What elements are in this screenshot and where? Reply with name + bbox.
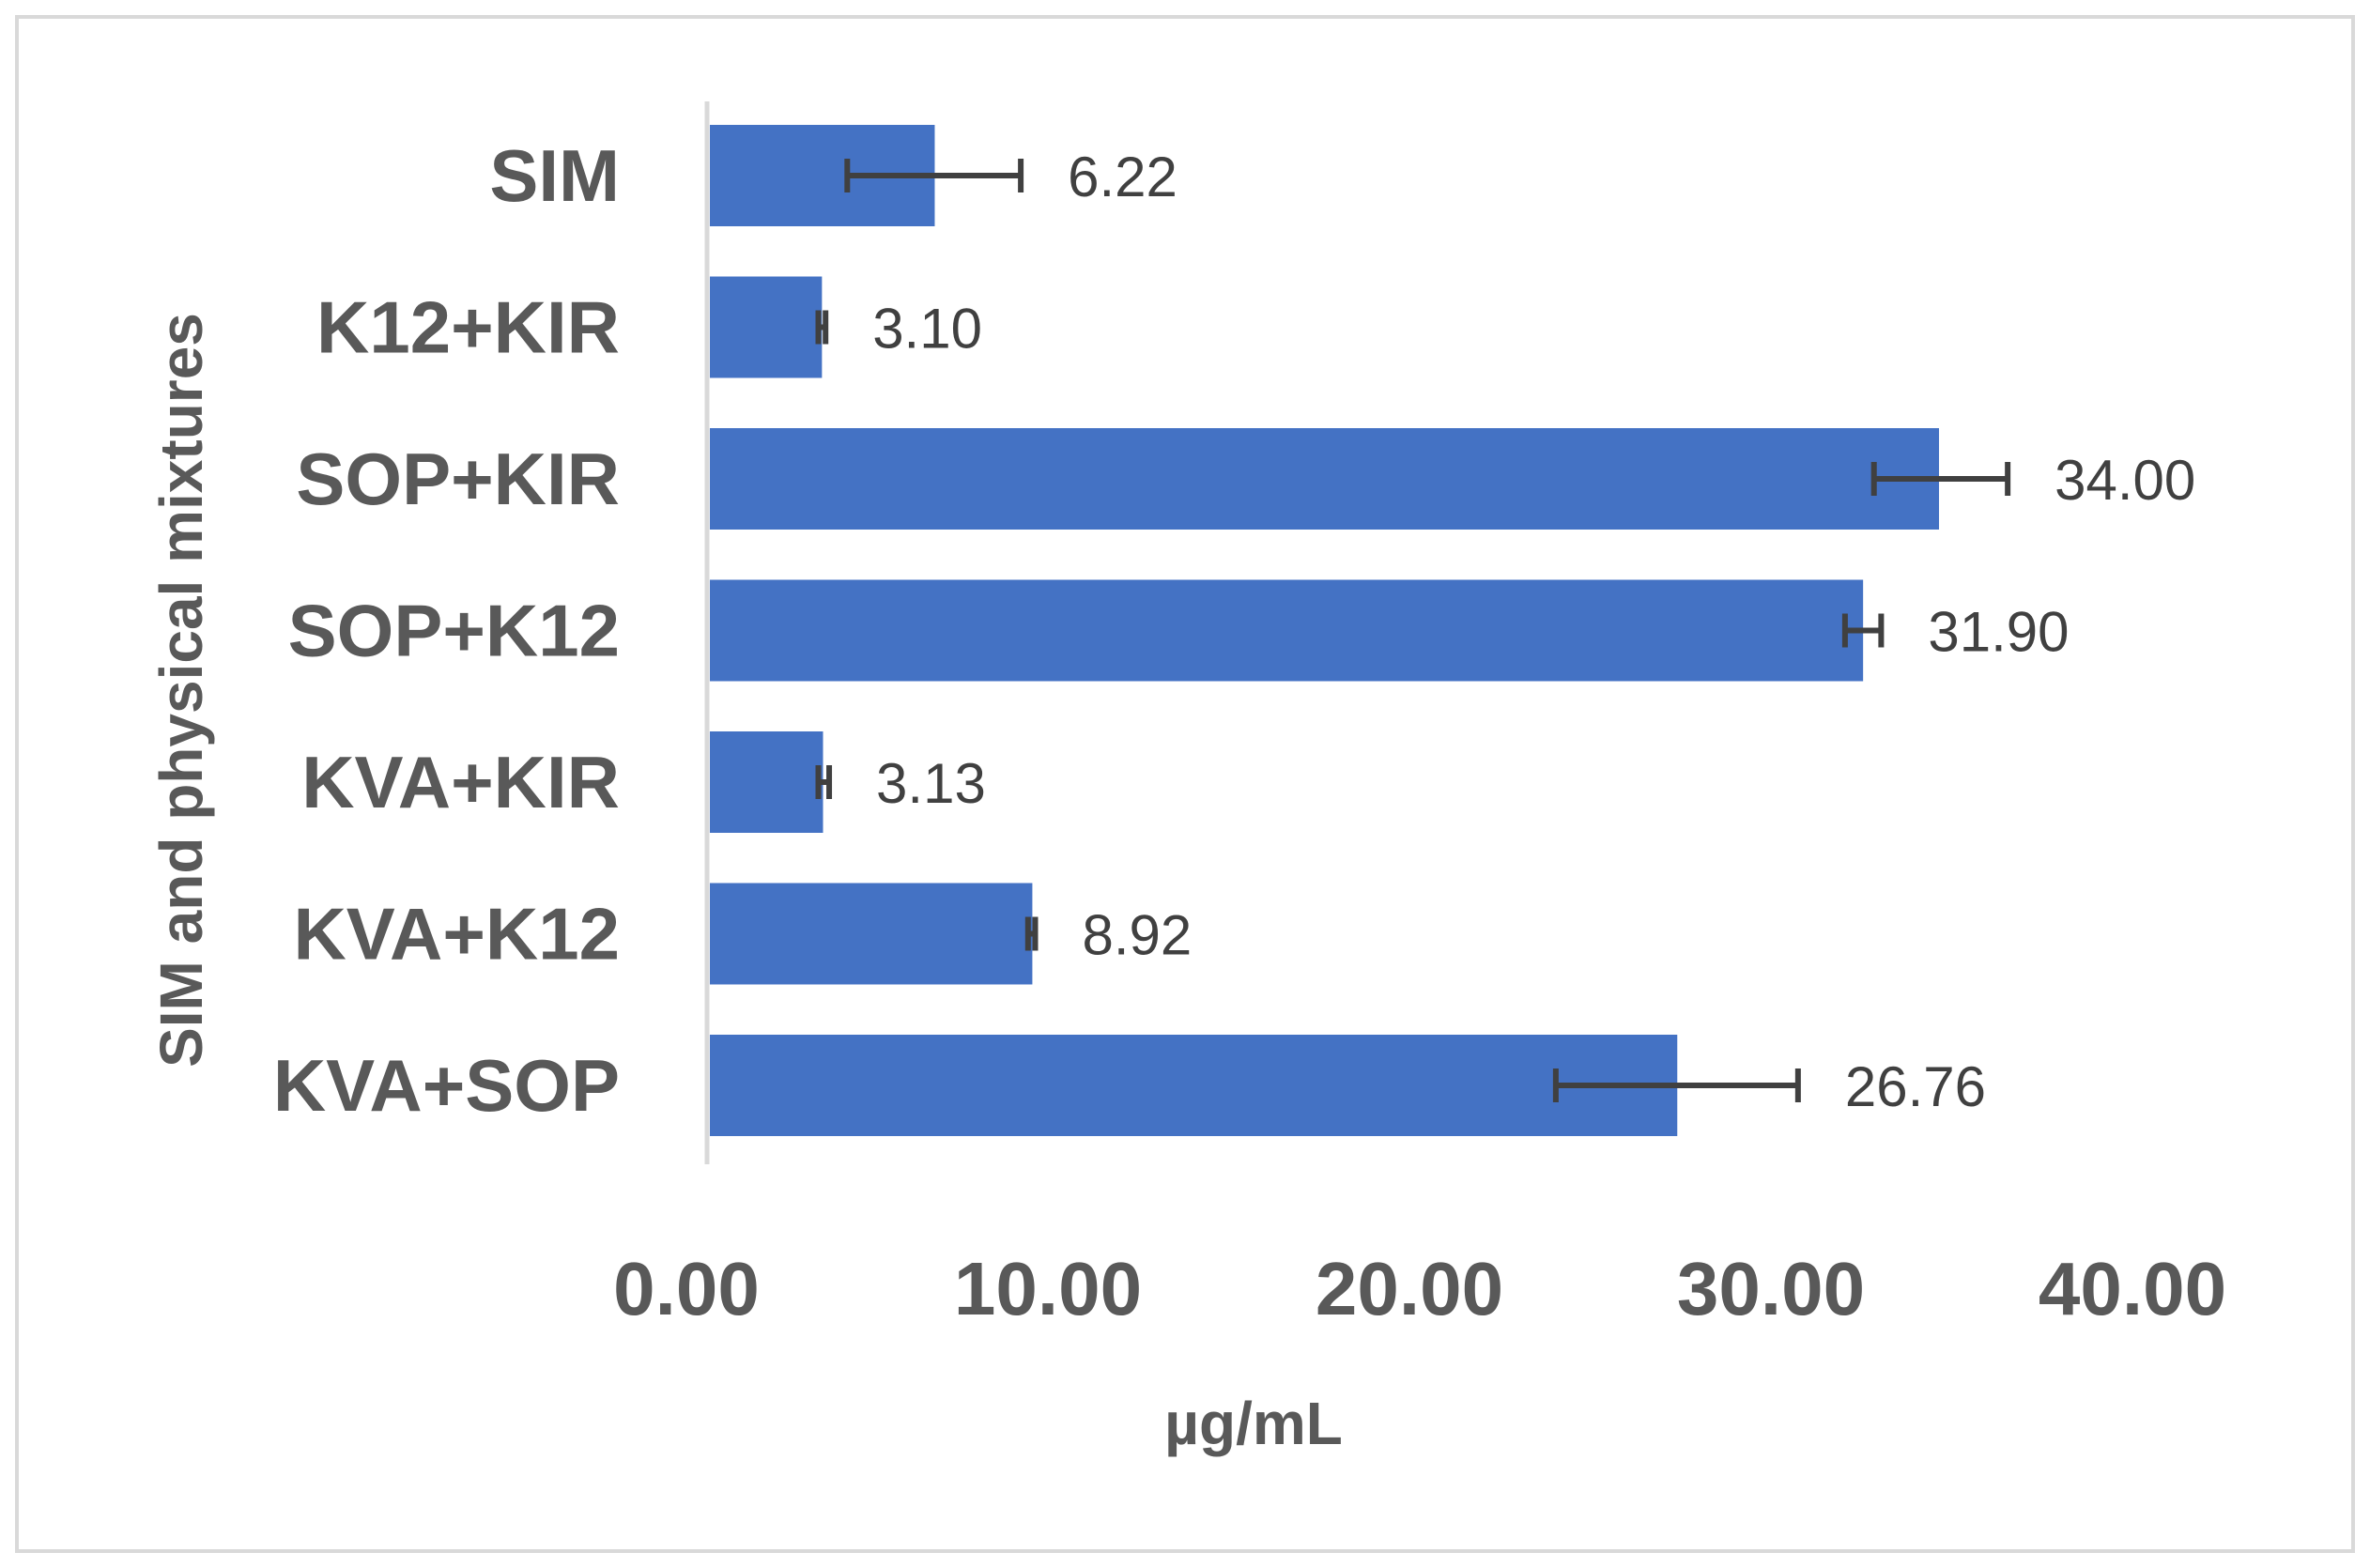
data-label: 6.22: [1068, 146, 1177, 208]
bar: [710, 276, 823, 378]
bar: [710, 883, 1033, 985]
error-bar: [1024, 916, 1039, 951]
x-tick-labels: 0.00 10.00 20.00 30.00 40.00: [613, 1247, 2226, 1330]
chart-border: [15, 15, 2355, 1553]
category-labels: SIM K12+KIR SOP+KIR SOP+K12 KVA+KIR KVA+K12 KV…: [273, 134, 620, 1127]
x-tick-label: 40.00: [2039, 1247, 2226, 1330]
bar: [710, 428, 1939, 530]
x-axis-title: µg/mL: [1164, 1390, 1343, 1457]
category-label: KVA+SOP: [273, 1044, 620, 1127]
error-bar: [815, 765, 833, 799]
data-label: 3.13: [876, 752, 986, 815]
data-labels: 6.22 3.10 34.00 31.90 3.13 8.92 26.76: [872, 146, 2195, 1118]
data-label: 34.00: [2055, 449, 2195, 512]
category-label: SIM: [489, 134, 620, 217]
error-bars-layer: [815, 159, 2011, 1102]
error-bar: [1841, 613, 1885, 648]
category-label: KVA+KIR: [301, 741, 620, 823]
bars-layer: [710, 125, 1939, 1136]
data-label: 26.76: [1845, 1055, 1986, 1118]
category-label: K12+KIR: [316, 286, 620, 369]
error-bar: [1870, 462, 2011, 496]
x-tick-label: 10.00: [954, 1247, 1142, 1330]
bar: [710, 579, 1864, 682]
error-bar: [844, 159, 1024, 192]
x-tick-label: 0.00: [613, 1247, 760, 1330]
data-label: 8.92: [1083, 904, 1193, 967]
category-label: KVA+K12: [293, 893, 620, 976]
data-label: 3.10: [872, 298, 982, 361]
error-bar: [815, 310, 829, 345]
x-tick-label: 20.00: [1316, 1247, 1503, 1330]
error-bar: [1552, 1068, 1801, 1102]
bar: [710, 731, 823, 833]
x-tick-label: 30.00: [1677, 1247, 1865, 1330]
data-label: 31.90: [1928, 601, 2069, 664]
y-axis-title: SIM and physical mixtures: [147, 313, 215, 1068]
category-label: SOP+K12: [288, 590, 620, 672]
category-label: SOP+KIR: [296, 438, 620, 520]
bar: [710, 1035, 1678, 1136]
